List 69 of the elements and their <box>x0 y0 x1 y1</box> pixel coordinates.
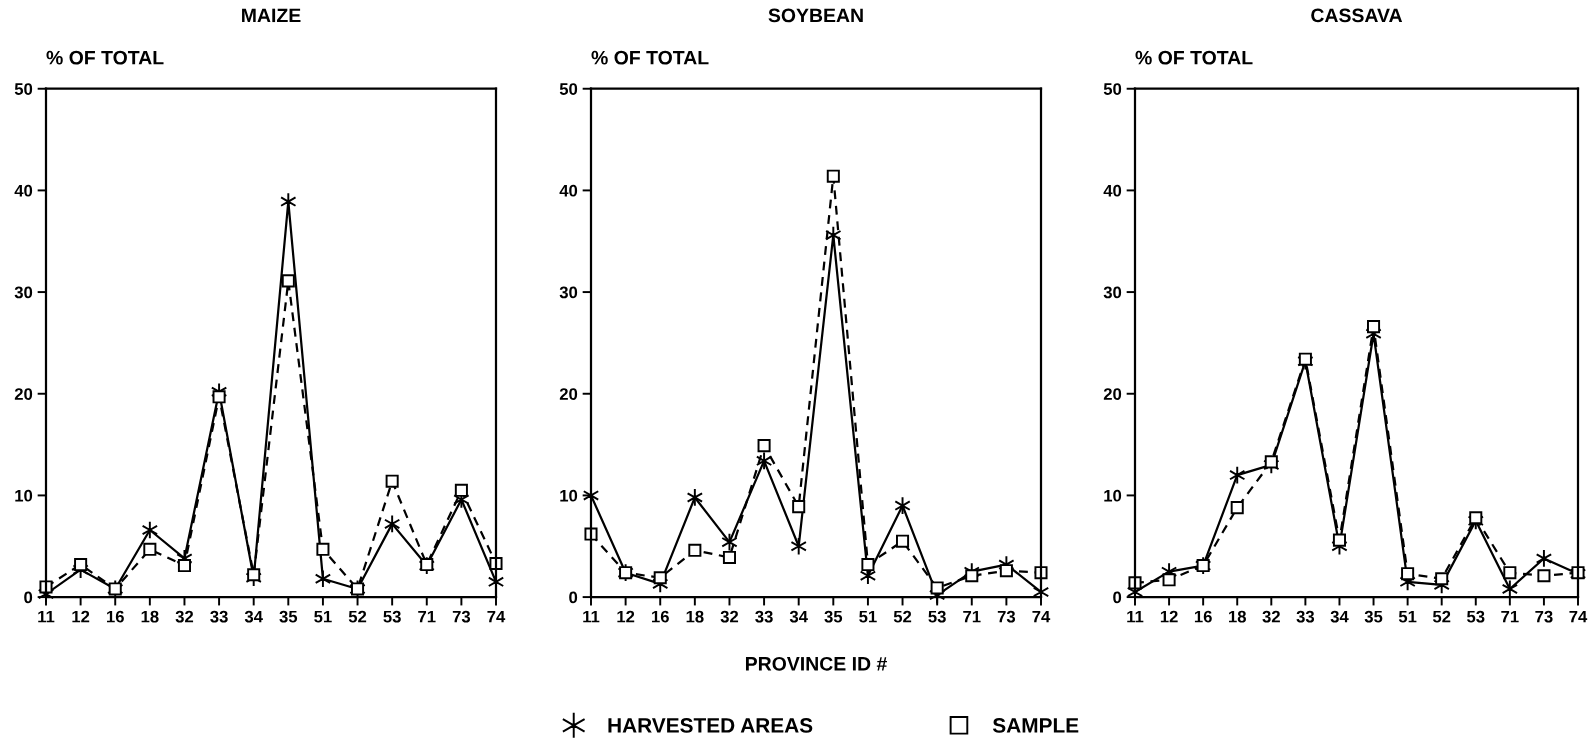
y-tick-label: 20 <box>559 388 578 400</box>
y-tick-label: 20 <box>14 388 33 400</box>
y-axis-title: % OF TOTAL <box>591 50 709 65</box>
y-tick-label: 0 <box>24 591 33 604</box>
x-tick-label: 11 <box>38 610 55 623</box>
x-tick-label: 35 <box>1364 610 1383 623</box>
x-tick-label: 34 <box>789 610 808 623</box>
x-tick-label: 71 <box>963 610 981 623</box>
x-tick-label: 18 <box>141 610 159 623</box>
x-tick-label: 71 <box>1501 610 1519 623</box>
x-tick-label: 35 <box>824 610 843 623</box>
x-tick-label: 51 <box>1398 610 1417 623</box>
y-tick-label: 0 <box>569 591 578 604</box>
x-tick-label: 32 <box>720 610 739 623</box>
x-axis-title: PROVINCE ID # <box>745 656 887 671</box>
chart-title: SOYBEAN <box>768 8 863 23</box>
x-tick-label: 74 <box>1569 610 1588 623</box>
x-tick-label: 33 <box>1296 610 1315 623</box>
y-tick-label: 30 <box>1103 286 1122 299</box>
x-tick-label: 74 <box>1032 610 1051 623</box>
y-tick-label: 30 <box>559 286 578 299</box>
legend-label: SAMPLE <box>992 718 1079 733</box>
x-tick-label: 16 <box>107 610 124 623</box>
x-tick-label: 52 <box>348 610 367 623</box>
x-tick-label: 51 <box>314 610 332 623</box>
x-tick-label: 53 <box>928 610 946 623</box>
y-tick-label: 0 <box>1113 591 1122 604</box>
legend-label: HARVESTED AREAS <box>608 718 813 733</box>
x-tick-label: 18 <box>1229 610 1246 623</box>
x-tick-label: 73 <box>1535 610 1553 623</box>
x-tick-label: 16 <box>652 610 669 623</box>
y-tick-label: 10 <box>560 489 578 502</box>
x-tick-label: 11 <box>1127 610 1144 623</box>
y-axis-title: % OF TOTAL <box>1135 50 1253 65</box>
y-tick-label: 10 <box>15 489 33 502</box>
x-tick-label: 18 <box>686 610 704 623</box>
y-tick-label: 50 <box>1103 83 1122 95</box>
x-tick-label: 16 <box>1194 610 1212 623</box>
x-tick-label: 12 <box>72 610 90 623</box>
x-tick-label: 71 <box>418 610 436 623</box>
x-tick-label: 35 <box>279 610 298 623</box>
y-axis-title: % OF TOTAL <box>46 50 164 65</box>
x-tick-label: 12 <box>1160 610 1178 623</box>
x-tick-label: 33 <box>755 610 773 623</box>
x-tick-label: 34 <box>244 610 263 623</box>
x-tick-label: 52 <box>1432 610 1451 623</box>
y-tick-label: 40 <box>1103 184 1122 197</box>
y-tick-label: 50 <box>14 83 33 95</box>
x-tick-label: 32 <box>175 610 194 623</box>
y-tick-label: 40 <box>14 184 33 197</box>
chart-title: MAIZE <box>242 8 301 23</box>
x-tick-label: 12 <box>617 610 635 623</box>
x-tick-label: 73 <box>452 610 471 623</box>
y-tick-label: 10 <box>1104 489 1122 502</box>
x-tick-label: 53 <box>383 610 401 623</box>
y-tick-label: 40 <box>559 184 578 197</box>
x-tick-label: 51 <box>859 610 877 623</box>
y-tick-label: 20 <box>1103 388 1122 400</box>
x-tick-label: 33 <box>210 610 228 623</box>
x-tick-label: 32 <box>1262 610 1280 623</box>
x-tick-label: 11 <box>583 610 600 623</box>
y-tick-label: 30 <box>14 286 33 299</box>
y-tick-label: 50 <box>559 83 578 95</box>
x-tick-label: 52 <box>893 610 912 623</box>
x-tick-label: 74 <box>487 610 506 623</box>
x-tick-label: 34 <box>1330 610 1349 623</box>
x-tick-label: 73 <box>997 610 1016 623</box>
x-tick-label: 53 <box>1467 610 1485 623</box>
chart-title: CASSAVA <box>1311 8 1403 23</box>
